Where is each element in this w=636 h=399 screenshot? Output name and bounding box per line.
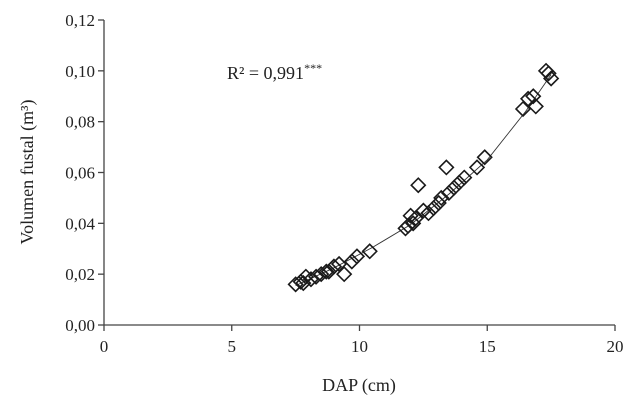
data-point-diamond (330, 255, 348, 273)
data-point-diamond (313, 266, 330, 283)
x-tick-label: 10 (351, 337, 368, 356)
x-tick-label: 15 (479, 337, 496, 356)
data-point-diamond (451, 174, 468, 191)
y-tick-label: 0,02 (65, 265, 95, 284)
data-point-diamond (445, 179, 463, 196)
data-point-diamond (405, 215, 422, 232)
tick-group: 0,00 0,02 0,04 0,06 0,08 0,10 0,12 0 5 10 15 20 (65, 11, 623, 356)
x-axis-title: DAP (cm) (322, 375, 396, 396)
data-point-diamond (542, 70, 560, 87)
y-tick-label: 0,00 (65, 316, 95, 335)
x-tick-label: 5 (228, 337, 237, 356)
r-squared-annotation: R² = 0,991*** (227, 61, 322, 83)
x-tick-label: 0 (100, 337, 109, 356)
y-tick-label: 0,04 (65, 214, 95, 233)
data-point-diamond (348, 248, 366, 265)
data-point-diamond (287, 276, 304, 293)
trendline (295, 74, 552, 287)
significance-stars: *** (304, 61, 322, 75)
data-point-diamond (402, 207, 419, 224)
data-point-diamond (302, 271, 320, 288)
data-point-diamond (410, 177, 427, 194)
axes (103, 20, 615, 326)
data-point-diamond (514, 100, 532, 118)
x-tick-label: 20 (607, 337, 624, 356)
data-point-diamond (456, 169, 473, 186)
y-tick-label: 0,08 (65, 113, 95, 132)
data-point-diamond (343, 253, 360, 270)
y-tick-label: 0,12 (65, 11, 95, 30)
data-point-diamond (320, 263, 337, 280)
data-point-diamond (540, 65, 557, 82)
data-point-diamond (399, 217, 417, 235)
data-point-diamond (425, 199, 442, 217)
data-point-diamond (527, 98, 544, 115)
data-point-diamond (525, 88, 542, 105)
data-point-diamond (292, 273, 309, 290)
data-point-diamond (440, 184, 458, 201)
data-point-diamond (519, 90, 537, 107)
r-squared-text: R² = 0,991 (227, 63, 304, 83)
data-points (287, 62, 560, 293)
data-point-diamond (433, 189, 450, 207)
data-point-diamond (325, 258, 343, 275)
y-axis-title: Volumen fustal (m³) (17, 99, 38, 244)
data-point-diamond (476, 149, 493, 166)
y-tick-label: 0,10 (65, 62, 95, 81)
trendline-group (295, 74, 552, 287)
data-point-diamond (430, 194, 447, 212)
data-point-diamond (468, 159, 486, 176)
data-point-diamond (407, 210, 424, 227)
data-point-diamond (318, 263, 335, 280)
data-point-diamond (415, 202, 432, 219)
data-point-diamond (361, 243, 378, 260)
data-point-diamond (438, 159, 455, 176)
data-point-diamond (420, 205, 437, 222)
data-point-diamond (307, 268, 325, 285)
y-tick-label: 0,06 (65, 164, 95, 183)
data-point-diamond (336, 266, 353, 283)
